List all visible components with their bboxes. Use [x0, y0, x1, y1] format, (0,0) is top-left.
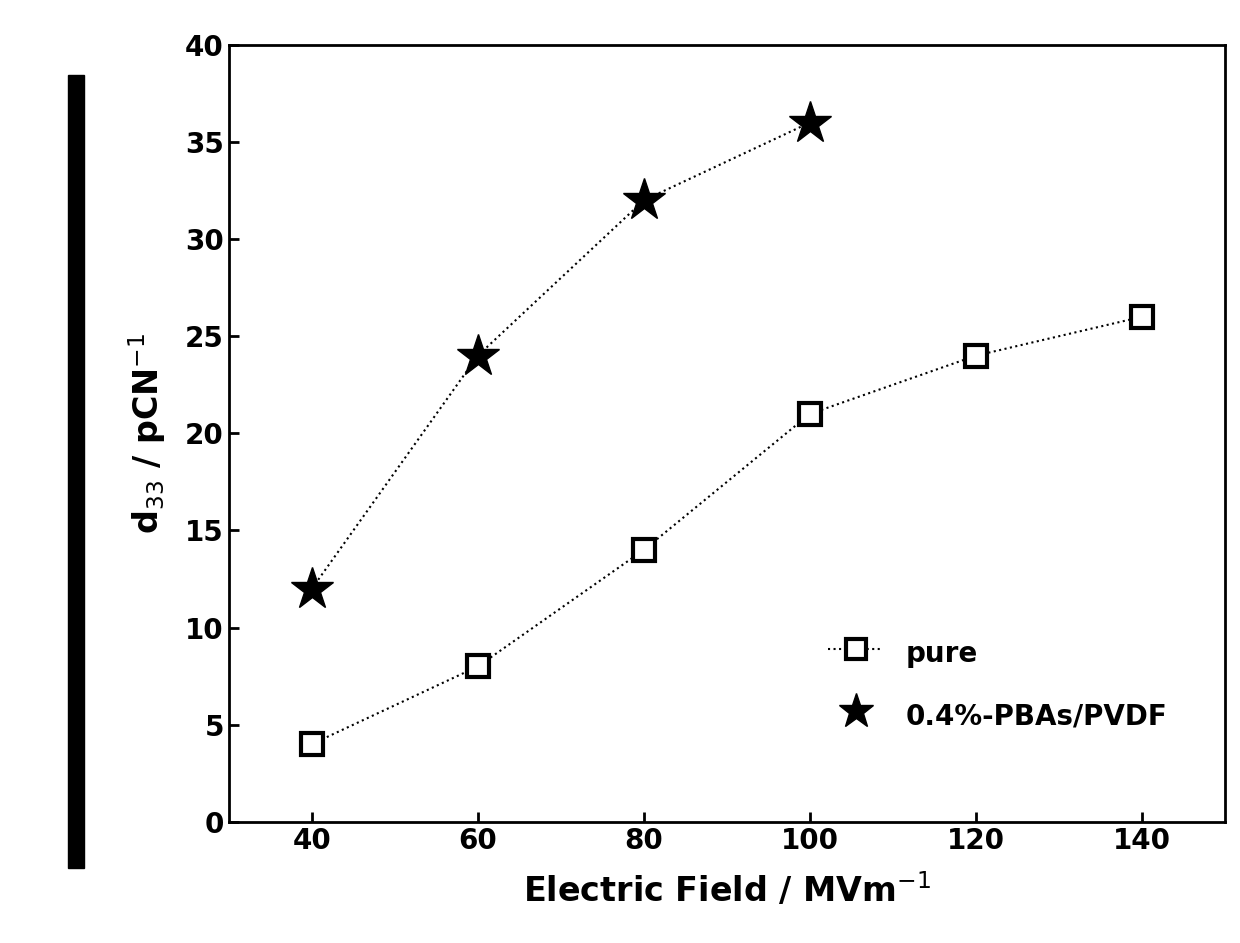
pure — [1135, 311, 1149, 323]
Line: 0.4%-PBAs/PVDF: 0.4%-PBAs/PVDF — [290, 100, 832, 611]
pure — [636, 544, 651, 555]
Legend: pure, 0.4%-PBAs/PVDF: pure, 0.4%-PBAs/PVDF — [813, 622, 1182, 746]
pure — [304, 738, 319, 750]
pure — [470, 661, 485, 672]
0.4%-PBAs/PVDF — [470, 350, 485, 361]
0.4%-PBAs/PVDF — [304, 583, 319, 594]
0.4%-PBAs/PVDF — [802, 117, 817, 128]
pure — [968, 350, 983, 361]
0.4%-PBAs/PVDF — [636, 194, 651, 206]
X-axis label: Electric Field / MVm$^{-1}$: Electric Field / MVm$^{-1}$ — [523, 871, 931, 909]
Y-axis label: d$_{33}$ / pCN$^{-1}$: d$_{33}$ / pCN$^{-1}$ — [126, 333, 169, 534]
Line: pure: pure — [301, 306, 1153, 755]
pure — [802, 408, 817, 420]
